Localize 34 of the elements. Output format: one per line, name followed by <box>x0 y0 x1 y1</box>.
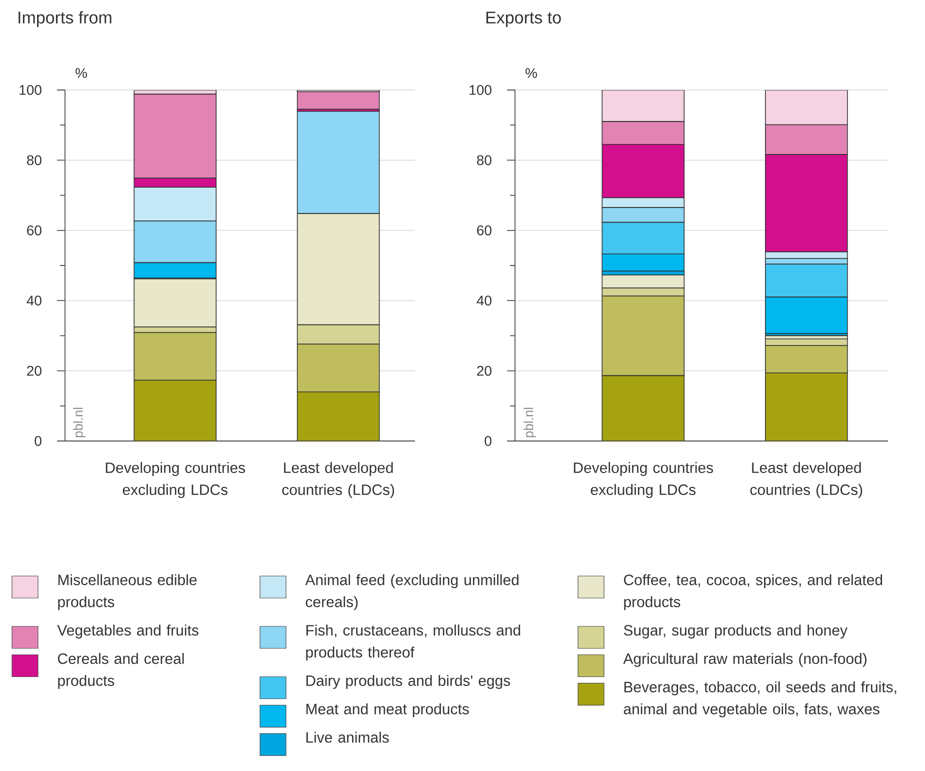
legend-label: Animal feed (excluding unmilled cereals) <box>305 574 518 610</box>
legend-label: Miscellaneous edible products <box>58 574 197 610</box>
y-tick-label: 100 <box>470 85 492 95</box>
legend-label: Cereals and cereal products <box>58 652 184 689</box>
y-tick-label: 40 <box>476 296 492 306</box>
y-tick-label: 0 <box>484 436 492 446</box>
x-tick-label: Least developed countries (LDCs) <box>750 462 862 498</box>
y-tick-label: 60 <box>477 225 492 236</box>
legend-label: Vegetables and fruits <box>57 624 198 639</box>
legend-label: Beverages, tobacco, oil seeds and fruits, animal and vegetable oils, fats, waxes <box>624 681 896 718</box>
y-tick-label: 0 <box>34 436 42 446</box>
y-tick-label: 60 <box>27 225 42 236</box>
y-tick-label: 40 <box>26 296 42 306</box>
chart-title: Imports from <box>18 11 112 27</box>
x-tick-label: Developing countries excluding LDCs <box>106 462 246 498</box>
annotation: pbl.nl <box>524 408 536 438</box>
legend-label: Coffee, tea, cocoa, spices, and related products <box>624 574 882 610</box>
legend-label: Fish, crustaceans, molluscs and products thereof <box>306 624 520 661</box>
y-axis-title: % <box>526 68 537 78</box>
y-tick-label: 80 <box>477 155 492 166</box>
chart-title: Exports to <box>486 12 561 27</box>
y-tick-label: 20 <box>27 366 42 376</box>
legend-label: Live animals <box>306 732 389 743</box>
legend-label: Agricultural raw materials (non-food) <box>623 652 866 667</box>
legend-label: Meat and meat products <box>306 703 469 718</box>
annotation: pbl.nl <box>73 408 86 438</box>
legend-label: Dairy products and birds' eggs <box>306 674 510 689</box>
y-tick-label: 80 <box>27 155 42 166</box>
x-tick-label: Developing countries excluding LDCs <box>574 462 714 498</box>
y-tick-label: 20 <box>477 366 492 376</box>
x-tick-label: Least developed countries (LDCs) <box>282 462 394 498</box>
y-axis-title: % <box>76 68 87 78</box>
legend-label: Sugar, sugar products and honey <box>624 624 848 639</box>
y-tick-label: 100 <box>20 85 42 95</box>
